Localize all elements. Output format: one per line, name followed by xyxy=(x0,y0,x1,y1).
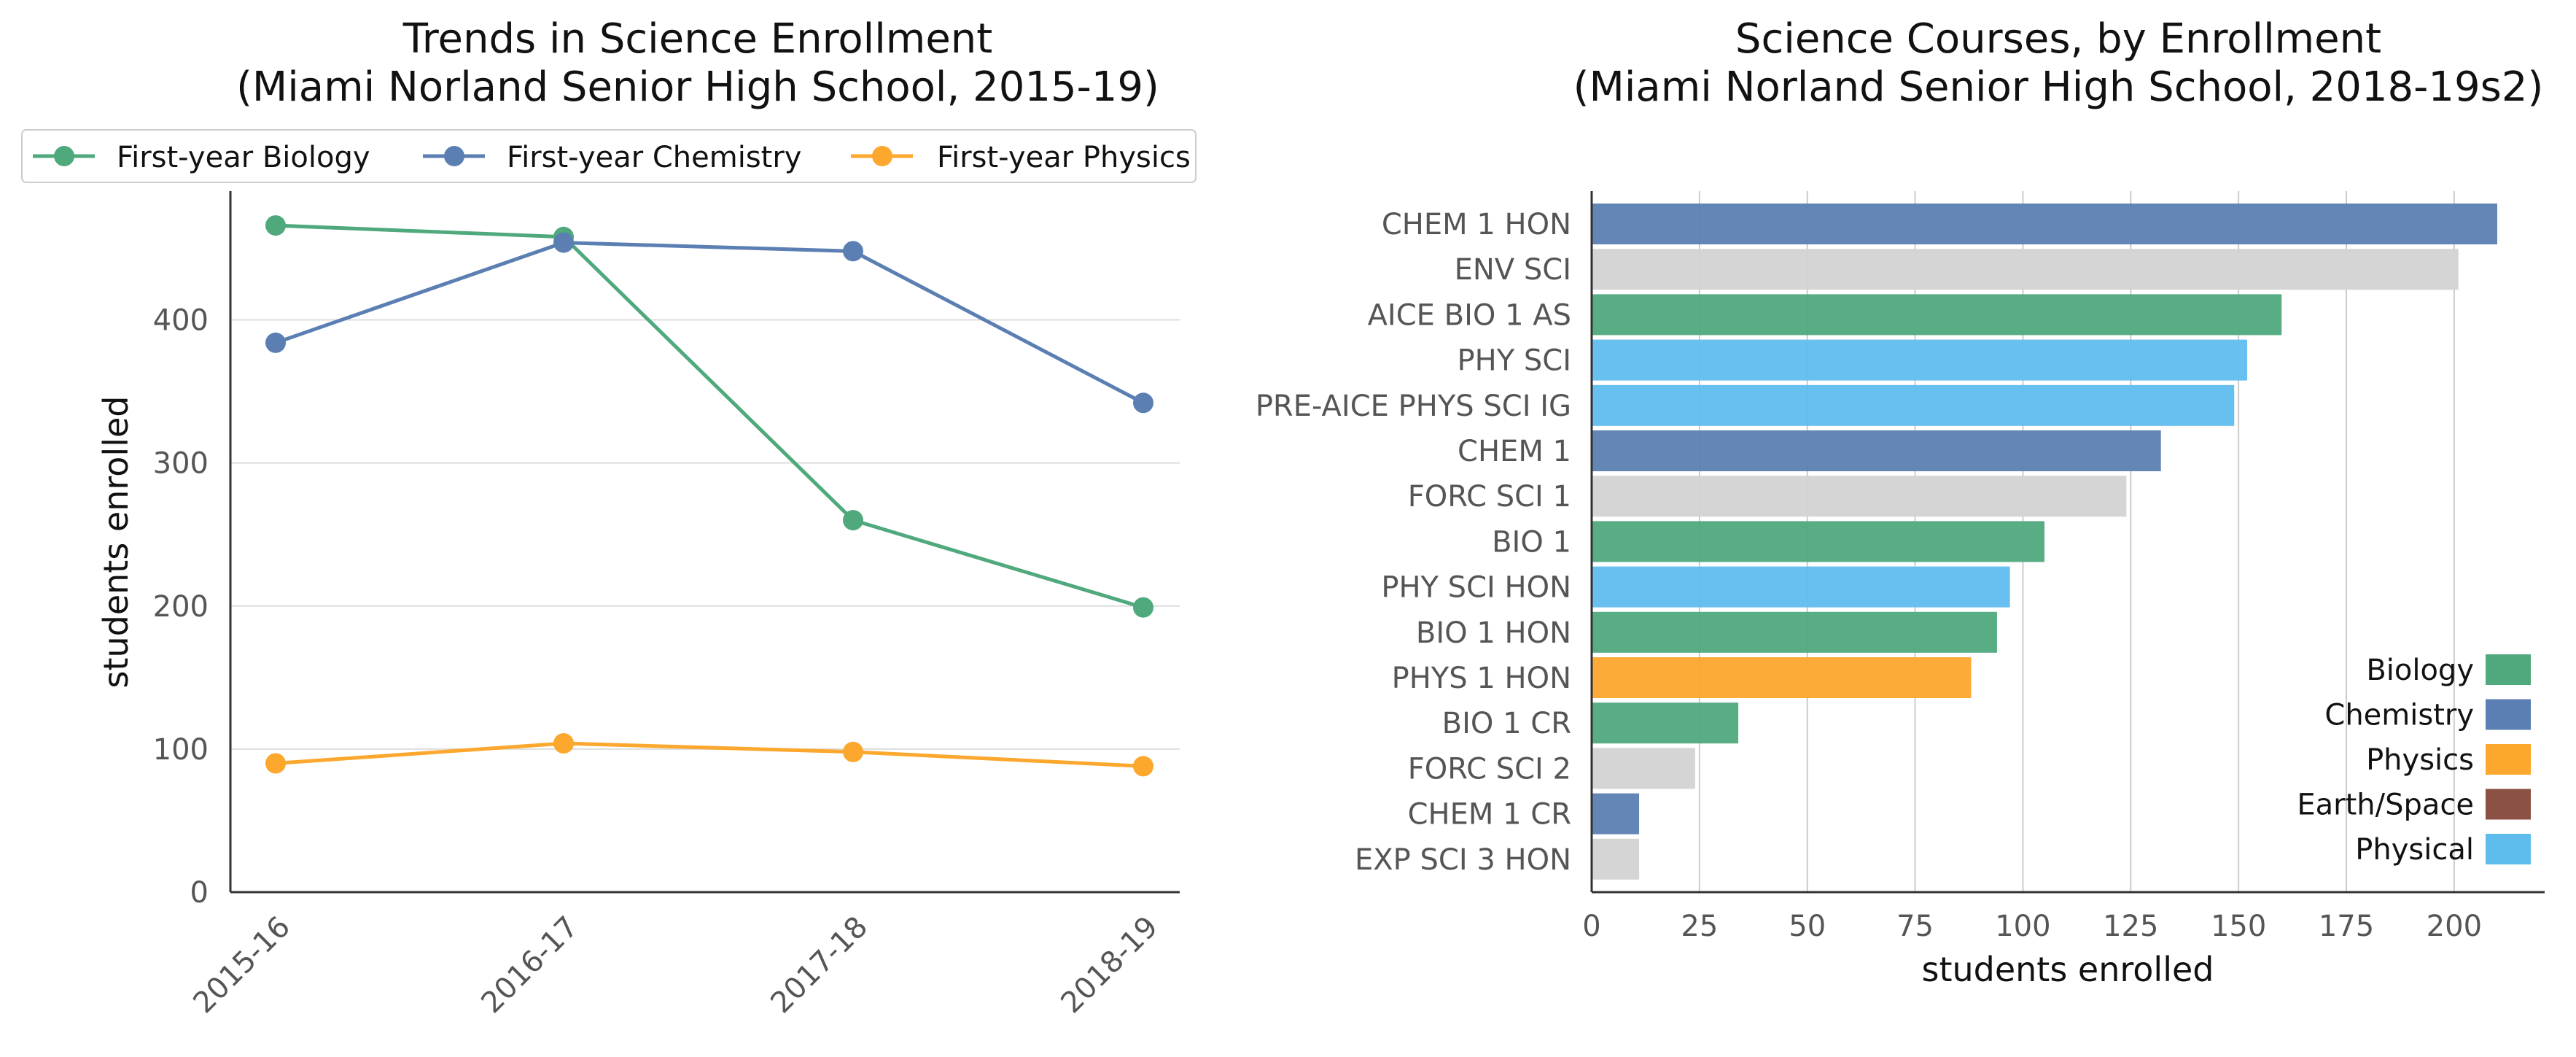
data-point-first-year-physics xyxy=(553,733,574,754)
bar-forc-sci-2 xyxy=(1592,748,1695,789)
legend-label-earth-space: Earth/Space xyxy=(2297,789,2474,822)
bar-aice-bio-1-as xyxy=(1592,294,2282,336)
legend-label-biology: First-year Biology xyxy=(117,141,370,174)
x-tick-label: 175 xyxy=(2319,910,2374,943)
data-point-first-year-chemistry xyxy=(843,241,863,262)
bar-chart-subtitle: (Miami Norland Senior High School, 2018-… xyxy=(1573,63,2544,111)
x-tick-label: 2017-18 xyxy=(764,910,874,1021)
category-label: BIO 1 HON xyxy=(1416,616,1571,650)
bar-chart-x-axis-label: students enrolled xyxy=(1922,950,2214,989)
x-tick-label: 50 xyxy=(1789,910,1826,943)
category-label: PRE-AICE PHYS SCI IG xyxy=(1256,390,1571,423)
line-chart-x-ticks: 2015-16 2016-17 2017-18 2018-19 xyxy=(187,910,1164,1021)
line-chart-y-axis-label: students enrolled xyxy=(96,396,136,689)
data-point-first-year-chemistry xyxy=(265,332,286,353)
bar-chart-bars xyxy=(1592,204,2497,880)
y-tick-label: 100 xyxy=(153,733,209,767)
legend-swatch-biology xyxy=(2486,654,2531,685)
line-chart-title: Trends in Science Enrollment xyxy=(402,15,992,63)
category-label: CHEM 1 HON xyxy=(1382,208,1571,241)
legend-label-biology: Biology xyxy=(2366,654,2474,687)
bar-bio-1-cr xyxy=(1592,702,1739,744)
legend-swatch-physical xyxy=(2486,834,2531,864)
category-label: PHY SCI xyxy=(1458,344,1571,378)
bar-chart-x-ticks: 0 25 50 75 100 125 150 175 200 xyxy=(1582,910,2482,943)
category-label: PHYS 1 HON xyxy=(1392,662,1571,695)
data-point-first-year-chemistry xyxy=(1133,392,1153,414)
legend-swatch-chemistry xyxy=(2486,699,2531,730)
series-line-first-year-physics xyxy=(275,741,1144,768)
data-point-first-year-physics xyxy=(1133,756,1153,777)
bar-env-sci xyxy=(1592,249,2459,290)
data-point-first-year-physics xyxy=(265,753,286,774)
bar-chem-1-hon xyxy=(1592,204,2497,244)
x-tick-label: 75 xyxy=(1896,910,1934,943)
bar-chem-1 xyxy=(1592,430,2161,471)
bar-forc-sci-1 xyxy=(1592,476,2127,517)
y-tick-label: 300 xyxy=(153,447,209,481)
category-label: FORC SCI 2 xyxy=(1408,752,1571,786)
line-chart-gridlines xyxy=(230,319,1180,750)
bar-exp-sci-3-hon xyxy=(1592,838,1640,880)
x-tick-label: 2015-16 xyxy=(187,910,297,1021)
legend-frame xyxy=(21,129,1196,183)
x-tick-label: 100 xyxy=(1995,910,2050,943)
legend-label-chemistry: Chemistry xyxy=(2324,699,2474,732)
x-tick-label: 2016-17 xyxy=(475,910,585,1021)
line-chart-y-ticks: 0 100 200 300 400 xyxy=(153,304,209,910)
y-tick-label: 400 xyxy=(153,304,209,338)
x-tick-label: 200 xyxy=(2427,910,2482,943)
bar-bio-1-hon xyxy=(1592,611,1997,653)
legend-swatch-earth-space xyxy=(2486,789,2531,820)
legend-swatch-physics xyxy=(2486,744,2531,775)
legend-marker-chemistry xyxy=(444,146,464,166)
legend-marker-physics xyxy=(872,146,892,166)
category-label: BIO 1 CR xyxy=(1442,707,1571,740)
category-label: PHY SCI HON xyxy=(1381,571,1571,605)
line-chart-subtitle: (Miami Norland Senior High School, 2015-… xyxy=(236,63,1159,111)
legend-label-physics: First-year Physics xyxy=(937,141,1191,174)
legend-label-chemistry: First-year Chemistry xyxy=(507,141,801,174)
bar-pre-aice-phys-sci-ig xyxy=(1592,384,2235,426)
bar-phy-sci-hon xyxy=(1592,566,2010,608)
bar-phys-1-hon xyxy=(1592,657,1972,698)
data-point-first-year-biology xyxy=(265,215,286,236)
category-label: EXP SCI 3 HON xyxy=(1355,843,1571,877)
line-chart-legend: First-year Biology First-year Chemistry … xyxy=(21,129,1196,183)
bar-bio-1 xyxy=(1592,521,2044,562)
category-label: CHEM 1 CR xyxy=(1408,798,1571,832)
x-tick-label: 0 xyxy=(1582,910,1600,943)
y-tick-label: 200 xyxy=(153,590,209,624)
data-point-first-year-physics xyxy=(843,741,863,762)
series-line-first-year-chemistry xyxy=(275,241,1145,405)
bar-chart: Science Courses, by Enrollment (Miami No… xyxy=(1256,15,2545,989)
x-tick-label: 150 xyxy=(2211,910,2266,943)
data-point-first-year-chemistry xyxy=(553,232,574,253)
x-tick-label: 25 xyxy=(1681,910,1718,943)
bar-chart-category-labels: CHEM 1 HON ENV SCI AICE BIO 1 AS PHY SCI PRE… xyxy=(1256,208,1571,877)
category-label: FORC SCI 1 xyxy=(1408,480,1571,514)
data-point-first-year-biology xyxy=(843,510,863,531)
category-label: AICE BIO 1 AS xyxy=(1368,298,1571,332)
bar-chem-1-cr xyxy=(1592,793,1640,835)
legend-label-physical: Physical xyxy=(2355,833,2474,867)
bar-chart-legend: Biology Chemistry Physics Earth/Space Physic… xyxy=(2297,654,2531,867)
series-line-first-year-biology xyxy=(275,223,1144,610)
bar-phy-sci xyxy=(1592,339,2247,381)
legend-marker-biology xyxy=(54,146,74,166)
data-point-first-year-biology xyxy=(1133,597,1153,618)
category-label: ENV SCI xyxy=(1455,253,1571,287)
x-tick-label: 2018-19 xyxy=(1054,910,1164,1021)
category-label: BIO 1 xyxy=(1492,525,1571,559)
line-chart: Trends in Science Enrollment (Miami Norl… xyxy=(21,15,1196,1021)
x-tick-label: 125 xyxy=(2103,910,2158,943)
legend-label-physics: Physics xyxy=(2366,743,2474,777)
line-chart-series xyxy=(265,215,1153,777)
y-tick-label: 0 xyxy=(190,876,209,910)
category-label: CHEM 1 xyxy=(1458,435,1571,468)
bar-chart-title: Science Courses, by Enrollment xyxy=(1735,15,2381,63)
